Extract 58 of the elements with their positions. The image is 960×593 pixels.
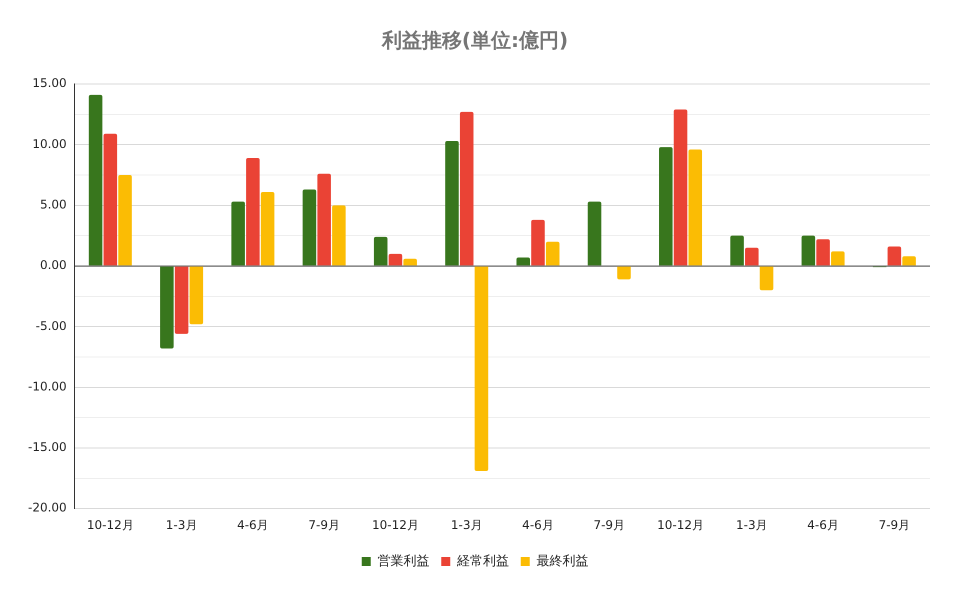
bar: [516, 257, 530, 266]
bar: [902, 256, 916, 266]
bar: [588, 202, 602, 266]
bar: [531, 220, 545, 266]
bar: [190, 266, 204, 324]
x-tick-label: 1-3月: [736, 518, 768, 532]
bar: [659, 147, 673, 266]
y-tick-label: -5.00: [36, 318, 67, 333]
y-tick-label: -15.00: [28, 440, 67, 454]
bar: [474, 266, 488, 471]
x-tick-label: 1-3月: [450, 518, 483, 532]
bar: [160, 266, 174, 348]
bar: [674, 109, 688, 266]
bar: [332, 205, 346, 266]
legend-label: 経常利益: [456, 554, 509, 569]
bar: [617, 266, 631, 280]
x-tick-label: 4-6月: [807, 518, 839, 532]
legend-label: 営業利益: [377, 554, 430, 569]
bar: [730, 236, 744, 266]
legend-label: 最終利益: [536, 554, 588, 569]
bar: [888, 246, 902, 266]
y-tick-label: 5.00: [40, 197, 67, 212]
bar: [88, 94, 102, 266]
bar: [546, 242, 560, 266]
y-tick-label: 15.00: [32, 76, 67, 90]
bar: [403, 258, 417, 266]
bar: [317, 174, 331, 266]
x-tick-label: 1-3月: [166, 518, 198, 532]
bar: [388, 254, 402, 266]
bar: [302, 190, 316, 266]
bar: [460, 112, 474, 266]
bar: [831, 251, 845, 266]
x-tick-label: 7-9月: [593, 518, 626, 532]
x-tick-label: 7-9月: [878, 518, 910, 532]
bar: [104, 134, 118, 266]
x-tick-label: 10-12月: [657, 518, 704, 532]
bar: [445, 141, 459, 266]
bar: [688, 150, 702, 266]
bar: [118, 174, 132, 266]
bar: [802, 236, 816, 266]
bar: [231, 202, 245, 266]
y-tick-label: 0.00: [40, 258, 67, 272]
bar: [816, 239, 830, 266]
bar: [246, 158, 260, 266]
chart-title: 利益推移(単位:億円): [380, 28, 568, 52]
y-tick-label: 10.00: [32, 136, 67, 151]
bar: [760, 266, 774, 290]
x-tick-label: 10-12月: [86, 518, 134, 532]
x-tick-label: 4-6月: [237, 518, 269, 532]
bar: [745, 248, 759, 266]
x-tick-label: 7-9月: [308, 518, 340, 532]
bar: [374, 236, 388, 266]
x-tick-label: 4-6月: [522, 518, 554, 532]
bar: [260, 192, 274, 266]
y-tick-label: -20.00: [28, 500, 67, 515]
x-tick-label: 10-12月: [372, 518, 419, 532]
y-tick-label: -10.00: [28, 379, 67, 394]
bar: [174, 266, 188, 334]
